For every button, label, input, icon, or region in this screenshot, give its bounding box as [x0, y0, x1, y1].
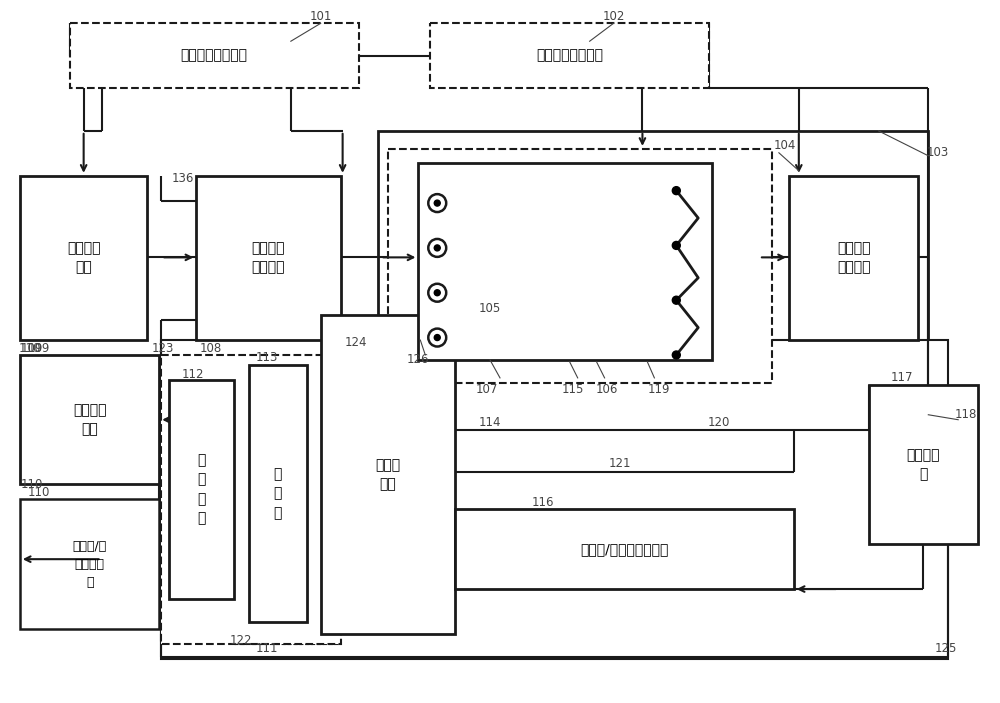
Text: 清
洗
模
块: 清 洗 模 块: [197, 453, 206, 526]
Text: 112: 112: [182, 368, 204, 382]
Circle shape: [434, 200, 440, 206]
Text: 126: 126: [407, 354, 430, 366]
Text: 第二流体
加载模块: 第二流体 加载模块: [837, 241, 870, 275]
Text: 117: 117: [891, 371, 914, 385]
Bar: [249, 365, 307, 622]
Text: 105: 105: [479, 302, 501, 315]
Text: 111: 111: [256, 643, 278, 655]
Text: 136: 136: [172, 172, 194, 185]
Text: 122: 122: [230, 634, 252, 647]
Text: 116: 116: [532, 496, 554, 509]
Bar: [321, 315, 455, 634]
Text: 清洗液/纯
水储存模
块: 清洗液/纯 水储存模 块: [73, 540, 107, 588]
Circle shape: [672, 187, 680, 195]
Bar: [455, 510, 794, 589]
Text: 110: 110: [21, 478, 43, 491]
Text: 120: 120: [708, 416, 730, 430]
Text: 第一流体
加载模块: 第一流体 加载模块: [252, 241, 285, 275]
Bar: [196, 176, 341, 340]
Text: 118: 118: [955, 408, 977, 421]
Text: 机械运动控制组件: 机械运动控制组件: [536, 49, 603, 63]
Text: 115: 115: [562, 383, 584, 396]
Text: 123: 123: [152, 342, 175, 354]
Text: 第二试剂
盒: 第二试剂 盒: [907, 448, 940, 482]
Text: 110: 110: [19, 342, 41, 354]
Bar: [378, 131, 928, 415]
Text: 109: 109: [28, 342, 50, 354]
Text: 121: 121: [608, 457, 631, 470]
Text: 119: 119: [648, 383, 671, 396]
Text: 104: 104: [774, 139, 796, 153]
Text: 流体驱动控制组件: 流体驱动控制组件: [181, 49, 248, 63]
Text: 114: 114: [479, 416, 501, 430]
Bar: [70, 23, 359, 88]
Bar: [430, 23, 709, 88]
Text: 113: 113: [256, 352, 278, 364]
Text: 125: 125: [935, 643, 957, 655]
Text: 102: 102: [602, 10, 625, 22]
Bar: [161, 340, 948, 659]
Text: 103: 103: [927, 146, 949, 160]
Circle shape: [672, 241, 680, 250]
Circle shape: [434, 290, 440, 296]
Bar: [20, 176, 147, 340]
Text: 第一试
剂盒: 第一试 剂盒: [375, 458, 401, 491]
Bar: [169, 380, 234, 599]
Circle shape: [434, 245, 440, 251]
Text: 流体动力
组件: 流体动力 组件: [67, 241, 100, 275]
Circle shape: [672, 351, 680, 359]
Text: 108: 108: [200, 342, 222, 354]
Text: 101: 101: [310, 10, 332, 22]
Circle shape: [434, 335, 440, 340]
Bar: [789, 176, 918, 340]
Text: 106: 106: [595, 383, 618, 396]
Text: 样
本
盒: 样 本 盒: [274, 467, 282, 520]
Bar: [20, 355, 159, 484]
Text: 109: 109: [21, 342, 43, 354]
Text: 110: 110: [28, 486, 50, 499]
Bar: [388, 149, 772, 383]
Text: 124: 124: [344, 335, 367, 349]
Bar: [20, 499, 159, 629]
Text: 107: 107: [476, 383, 498, 396]
Text: 样本盒/试剂盒回收模块: 样本盒/试剂盒回收模块: [580, 542, 669, 556]
Bar: [161, 355, 341, 644]
Bar: [418, 163, 712, 360]
Circle shape: [672, 296, 680, 304]
Bar: [869, 385, 978, 544]
Text: 废液储存
模块: 废液储存 模块: [73, 403, 106, 437]
